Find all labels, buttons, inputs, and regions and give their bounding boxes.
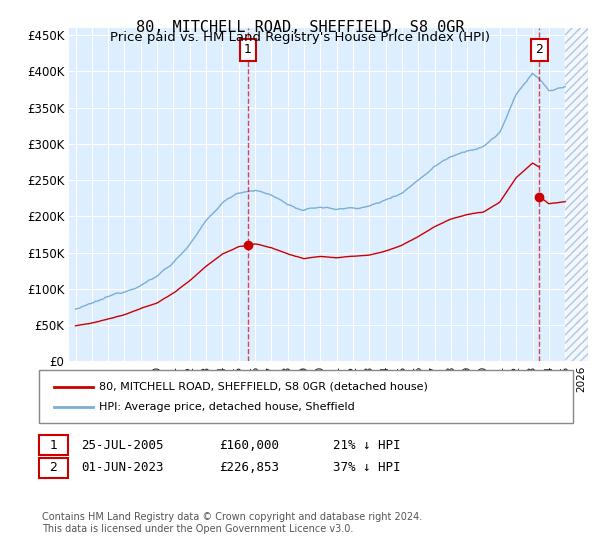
Bar [565, 21, 598, 361]
Text: Price paid vs. HM Land Registry's House Price Index (HPI): Price paid vs. HM Land Registry's House … [110, 31, 490, 44]
Text: 2: 2 [49, 461, 58, 474]
Text: Contains HM Land Registry data © Crown copyright and database right 2024.
This d: Contains HM Land Registry data © Crown c… [42, 512, 422, 534]
Text: 80, MITCHELL ROAD, SHEFFIELD, S8 0GR: 80, MITCHELL ROAD, SHEFFIELD, S8 0GR [136, 20, 464, 35]
Text: 01-JUN-2023: 01-JUN-2023 [81, 461, 163, 474]
Text: 21% ↓ HPI: 21% ↓ HPI [333, 438, 401, 452]
Text: 80, MITCHELL ROAD, SHEFFIELD, S8 0GR (detached house): 80, MITCHELL ROAD, SHEFFIELD, S8 0GR (de… [99, 382, 428, 391]
Text: £160,000: £160,000 [219, 438, 279, 452]
Text: 1: 1 [244, 43, 252, 56]
Text: 25-JUL-2005: 25-JUL-2005 [81, 438, 163, 452]
Text: 1: 1 [49, 438, 58, 452]
Text: HPI: Average price, detached house, Sheffield: HPI: Average price, detached house, Shef… [99, 402, 355, 412]
Text: 37% ↓ HPI: 37% ↓ HPI [333, 461, 401, 474]
Text: £226,853: £226,853 [219, 461, 279, 474]
Text: 2: 2 [535, 43, 544, 56]
